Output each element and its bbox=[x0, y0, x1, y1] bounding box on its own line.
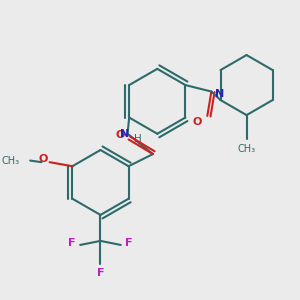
Text: CH₃: CH₃ bbox=[238, 144, 256, 154]
Text: N: N bbox=[215, 88, 224, 99]
Text: F: F bbox=[97, 268, 104, 278]
Text: F: F bbox=[68, 238, 76, 248]
Text: H: H bbox=[134, 134, 142, 144]
Text: O: O bbox=[116, 130, 125, 140]
Text: O: O bbox=[193, 117, 202, 128]
Text: O: O bbox=[38, 154, 48, 164]
Text: CH₃: CH₃ bbox=[2, 156, 20, 166]
Text: N: N bbox=[120, 129, 129, 139]
Text: F: F bbox=[125, 238, 133, 248]
